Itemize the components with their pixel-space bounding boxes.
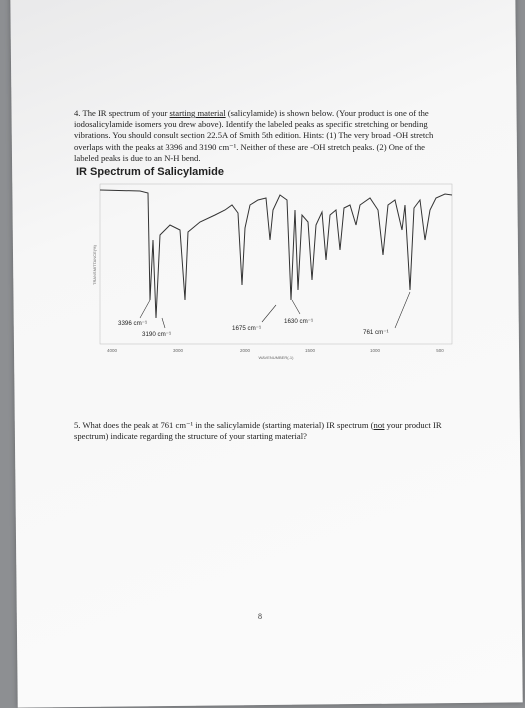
text-run: your product IR spectrum) indicate regar…	[74, 420, 442, 442]
peak-label: 761 cm⁻¹	[363, 329, 389, 336]
peak-arrows	[139, 291, 411, 329]
text-run: starting material	[169, 108, 226, 118]
peak-label: 1675 cm⁻¹	[232, 325, 261, 332]
text-run: not	[373, 420, 385, 430]
x-tick-label: 3000	[173, 348, 184, 353]
peak-label: 1630 cm⁻¹	[284, 318, 313, 325]
plot-frame	[99, 183, 453, 345]
figure-title: IR Spectrum of Salicylamide	[76, 166, 224, 178]
peak-label: 3396 cm⁻¹	[118, 320, 147, 327]
question-4: 4. The IR spectrum of your starting mate…	[74, 108, 434, 164]
x-tick-label: 1500	[305, 348, 316, 353]
x-tick-label: 1000	[370, 348, 381, 353]
x-tick-label: 2000	[240, 348, 251, 353]
text-run: 5. What does the peak at 761 cm⁻¹ in the…	[74, 420, 374, 430]
text-run: (salicylamide) is shown below. (Your pro…	[74, 108, 434, 163]
peak-label: 3190 cm⁻¹	[142, 331, 171, 338]
x-axis-label: WAVENUMBER(-1)	[259, 355, 295, 360]
x-tick-label: 4000	[107, 348, 118, 353]
y-axis-label: TRANSMITTANCE(%)	[92, 244, 97, 285]
question-5: 5. What does the peak at 761 cm⁻¹ in the…	[74, 420, 444, 442]
spectrum-trace	[99, 189, 453, 319]
page-number: 8	[258, 612, 262, 621]
x-tick-label: 500	[436, 348, 444, 353]
text-run: 4. The IR spectrum of your	[74, 108, 170, 118]
